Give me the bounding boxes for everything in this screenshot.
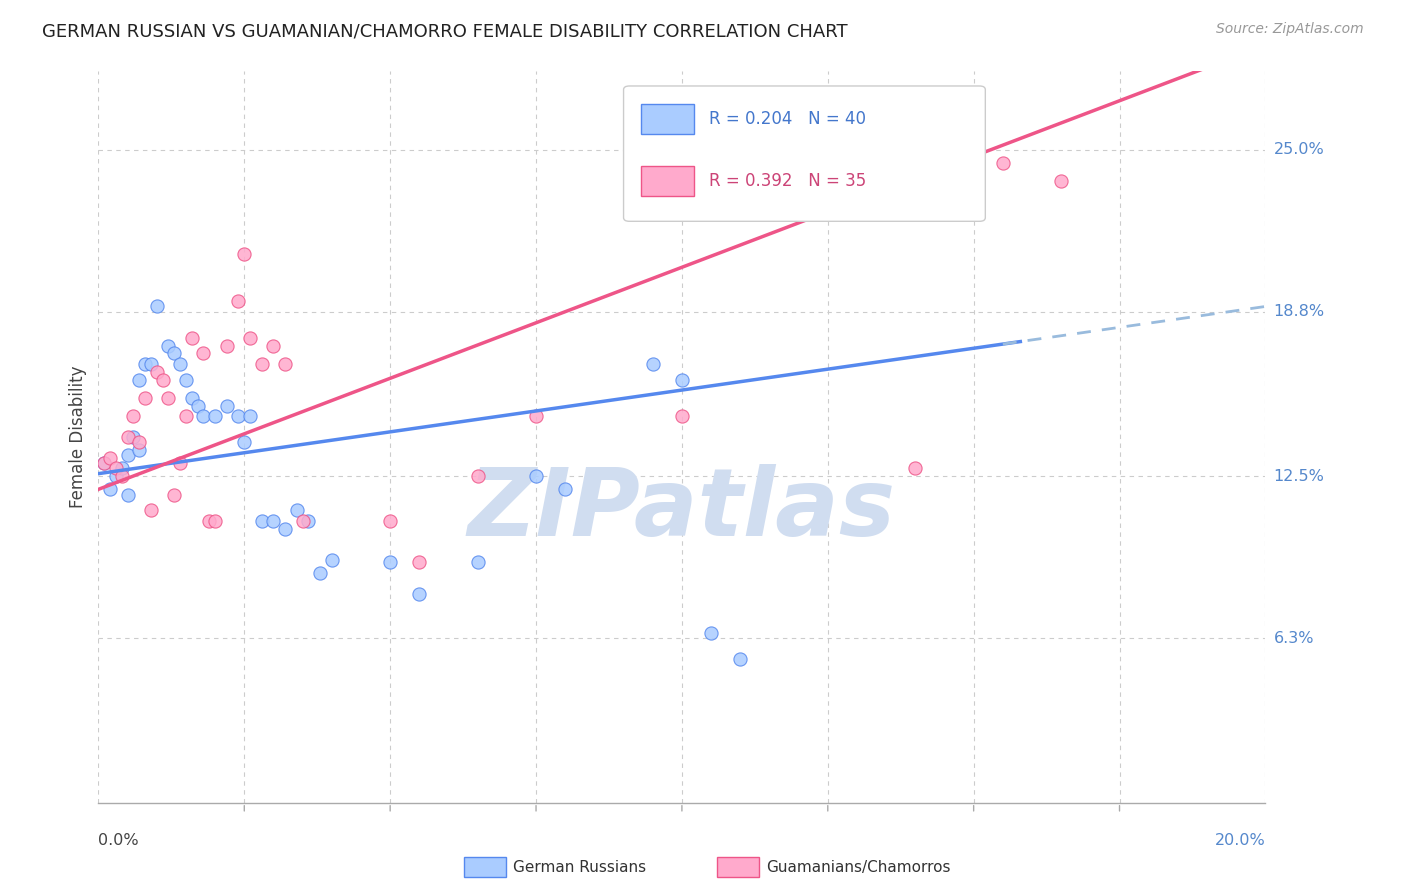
Text: 25.0%: 25.0%: [1274, 142, 1324, 157]
Point: [98, 483, 121, 497]
Point: [262, 339, 284, 353]
Point: [239, 331, 262, 345]
Point: [111, 461, 134, 475]
Point: [198, 514, 221, 528]
Text: German Russians: German Russians: [513, 860, 647, 874]
Point: [104, 461, 127, 475]
Point: [524, 469, 547, 483]
Point: [174, 373, 197, 387]
Point: [467, 556, 489, 570]
Text: GERMAN RUSSIAN VS GUAMANIAN/CHAMORRO FEMALE DISABILITY CORRELATION CHART: GERMAN RUSSIAN VS GUAMANIAN/CHAMORRO FEM…: [42, 22, 848, 40]
Point: [250, 514, 273, 528]
Point: [215, 399, 238, 413]
Point: [309, 566, 332, 580]
Point: [117, 487, 139, 501]
Point: [671, 373, 693, 387]
Point: [146, 365, 169, 379]
Point: [122, 409, 145, 424]
Point: [233, 247, 256, 261]
Point: [169, 456, 191, 470]
Point: [378, 514, 402, 528]
Point: [139, 357, 162, 371]
Point: [152, 373, 174, 387]
Text: ZIPatlas: ZIPatlas: [468, 464, 896, 557]
Point: [641, 357, 664, 371]
Point: [291, 514, 314, 528]
Point: [128, 373, 150, 387]
Point: [174, 409, 197, 424]
Point: [700, 626, 723, 640]
FancyBboxPatch shape: [641, 104, 693, 134]
Point: [180, 331, 202, 345]
Point: [204, 514, 226, 528]
Point: [215, 339, 238, 353]
Y-axis label: Female Disability: Female Disability: [69, 366, 87, 508]
Text: 20.0%: 20.0%: [1215, 833, 1265, 848]
Point: [274, 357, 297, 371]
Text: 0.0%: 0.0%: [98, 833, 139, 848]
Point: [228, 294, 250, 309]
Point: [408, 587, 430, 601]
Point: [169, 357, 191, 371]
Point: [408, 556, 430, 570]
Point: [104, 469, 127, 483]
Point: [163, 487, 186, 501]
Text: R = 0.204   N = 40: R = 0.204 N = 40: [709, 110, 866, 128]
Point: [228, 409, 250, 424]
Point: [239, 409, 262, 424]
Point: [93, 456, 115, 470]
Point: [157, 339, 180, 353]
Point: [117, 430, 139, 444]
Point: [157, 391, 180, 405]
Point: [193, 346, 215, 360]
Text: 12.5%: 12.5%: [1274, 469, 1324, 483]
Point: [250, 357, 273, 371]
Point: [117, 449, 139, 463]
Text: 6.3%: 6.3%: [1274, 631, 1315, 646]
Text: 18.8%: 18.8%: [1274, 304, 1324, 319]
Point: [467, 469, 489, 483]
Point: [187, 399, 209, 413]
Point: [274, 521, 297, 535]
Point: [554, 483, 576, 497]
Point: [128, 435, 150, 450]
Point: [1050, 174, 1073, 188]
FancyBboxPatch shape: [623, 86, 986, 221]
Point: [524, 409, 547, 424]
Point: [321, 553, 343, 567]
Point: [163, 346, 186, 360]
Point: [204, 409, 226, 424]
Point: [728, 652, 751, 666]
Point: [146, 300, 169, 314]
Point: [378, 556, 402, 570]
Point: [98, 450, 121, 465]
Text: R = 0.392   N = 35: R = 0.392 N = 35: [709, 172, 866, 190]
Point: [285, 503, 308, 517]
Point: [134, 391, 156, 405]
Point: [297, 514, 319, 528]
Point: [991, 156, 1014, 170]
Text: Source: ZipAtlas.com: Source: ZipAtlas.com: [1216, 22, 1364, 37]
FancyBboxPatch shape: [641, 167, 693, 195]
Point: [180, 391, 202, 405]
Text: Guamanians/Chamorros: Guamanians/Chamorros: [766, 860, 950, 874]
Point: [233, 435, 256, 450]
Point: [139, 503, 162, 517]
Point: [904, 461, 927, 475]
Point: [128, 443, 150, 458]
Point: [134, 357, 156, 371]
Point: [122, 430, 145, 444]
Point: [671, 409, 693, 424]
Point: [111, 469, 134, 483]
Point: [262, 514, 284, 528]
Point: [93, 456, 115, 470]
Point: [193, 409, 215, 424]
